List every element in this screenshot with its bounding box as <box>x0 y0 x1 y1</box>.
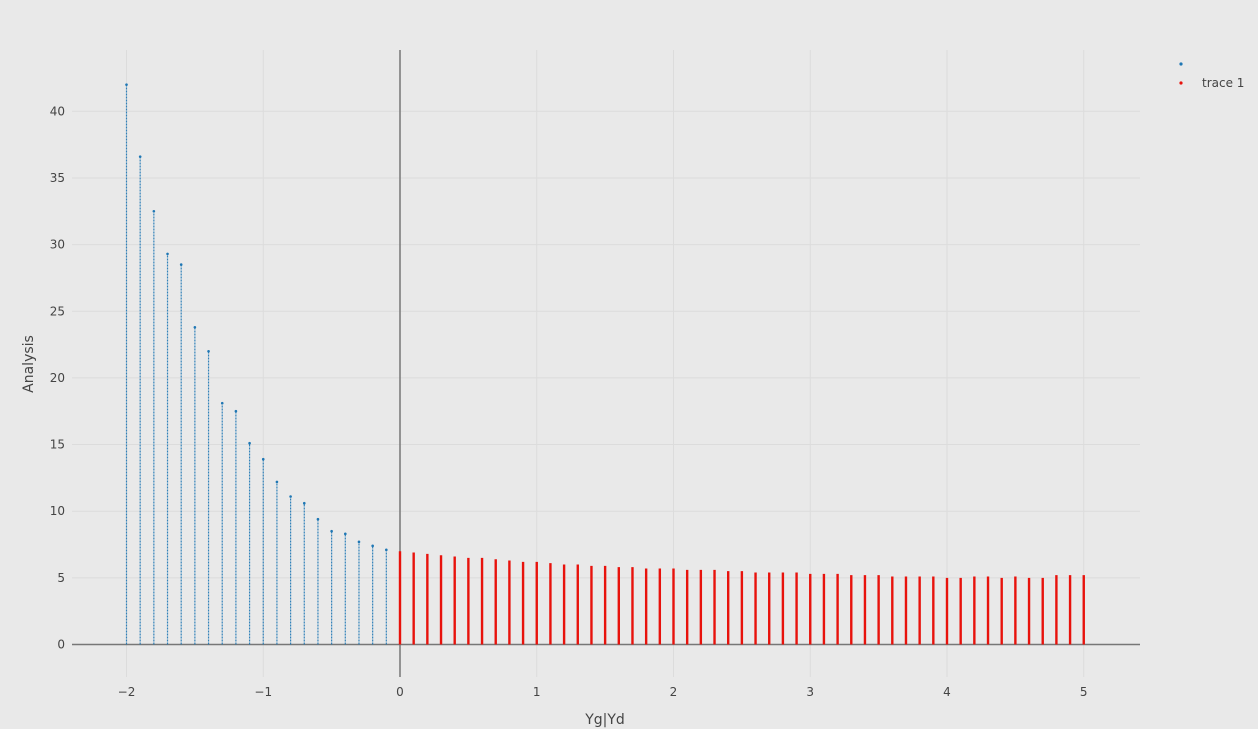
x-tick-label: 3 <box>806 685 814 699</box>
y-tick-label: 40 <box>50 104 65 118</box>
x-tick-label: 4 <box>943 685 951 699</box>
x-axis-title: Yg|Yd <box>584 712 625 728</box>
y-tick-label: 30 <box>50 238 65 252</box>
legend-item[interactable]: trace 1 <box>1179 76 1244 90</box>
data-point <box>125 83 128 645</box>
data-point <box>220 401 224 645</box>
data-point <box>207 349 210 645</box>
y-tick-labels: 0 5 10 15 20 25 30 35 40 <box>50 104 65 651</box>
point-top-dot <box>371 544 374 548</box>
data-point <box>166 252 169 645</box>
legend-marker <box>1179 81 1183 85</box>
point-top-dot <box>316 517 320 521</box>
y-tick-label: 20 <box>50 371 65 385</box>
data-point <box>261 457 265 645</box>
point-top-dot <box>385 548 388 552</box>
x-tick-label: 2 <box>670 685 678 699</box>
legend-marker <box>1179 62 1183 66</box>
point-top-dot <box>234 409 238 413</box>
data-point <box>248 441 251 645</box>
point-top-dot <box>261 457 265 461</box>
x-tick-labels: −2 −1 0 1 2 3 4 5 <box>118 685 1088 699</box>
y-tick-label: 35 <box>50 171 65 185</box>
point-top-dot <box>248 441 251 445</box>
point-top-dot <box>220 401 224 405</box>
legend[interactable]: trace 1 <box>1179 62 1244 90</box>
point-top-dot <box>152 209 156 213</box>
y-axis-title: Analysis <box>21 335 37 393</box>
y-tick-label: 15 <box>50 438 65 452</box>
data-point <box>152 209 156 645</box>
series-0 <box>125 83 388 645</box>
grid <box>72 50 1140 677</box>
data-point <box>289 495 292 645</box>
data-point <box>385 548 388 645</box>
data-point <box>179 263 183 645</box>
point-top-dot <box>138 155 142 158</box>
y-tick-label: 10 <box>50 504 65 518</box>
y-tick-label: 25 <box>50 304 65 318</box>
data-point <box>330 529 333 645</box>
point-top-dot <box>302 501 306 505</box>
y-tick-label: 5 <box>57 571 65 585</box>
x-tick-label: −1 <box>254 685 272 699</box>
data-point <box>234 409 238 645</box>
data-point <box>357 540 361 645</box>
point-top-dot <box>193 325 197 329</box>
plot-marks <box>125 83 1085 645</box>
x-tick-label: 5 <box>1080 685 1088 699</box>
legend-item[interactable] <box>1179 62 1183 66</box>
point-top-dot <box>179 263 183 266</box>
series-1 <box>398 551 1085 645</box>
x-tick-label: −2 <box>118 685 136 699</box>
point-top-dot <box>289 495 292 498</box>
point-top-dot <box>166 252 169 256</box>
data-point <box>371 544 374 645</box>
point-top-dot <box>275 480 279 484</box>
point-top-dot <box>330 529 333 533</box>
data-point <box>344 532 347 645</box>
data-point <box>275 480 279 645</box>
data-point <box>302 501 306 645</box>
legend-label: trace 1 <box>1202 76 1244 90</box>
y-tick-label: 0 <box>57 638 65 652</box>
point-top-dot <box>125 83 128 86</box>
data-point <box>316 517 320 645</box>
x-tick-label: 0 <box>396 685 404 699</box>
data-point <box>193 325 197 645</box>
data-point <box>138 155 142 645</box>
point-top-dot <box>344 532 347 536</box>
point-top-dot <box>357 540 361 544</box>
x-tick-label: 1 <box>533 685 541 699</box>
point-top-dot <box>207 349 210 353</box>
